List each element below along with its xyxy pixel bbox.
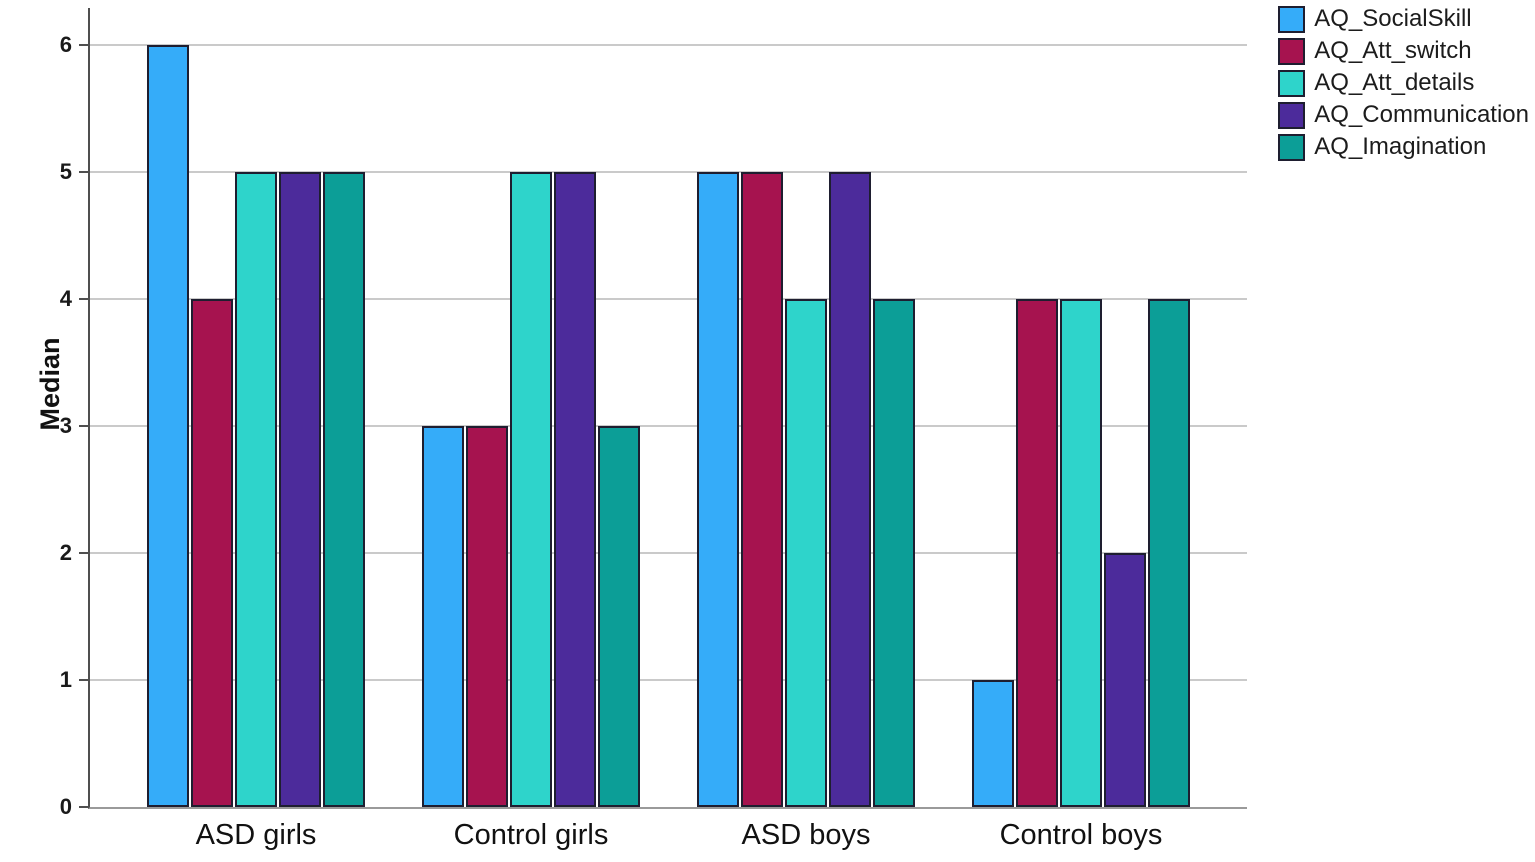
legend-item-AQ_Att_switch: AQ_Att_switch bbox=[1278, 37, 1529, 65]
bar-AQ_Att_details bbox=[1060, 299, 1102, 807]
y-tick-mark-2 bbox=[79, 552, 88, 554]
bar-AQ_Imagination bbox=[1148, 299, 1190, 807]
bar-AQ_Att_switch bbox=[1016, 299, 1058, 807]
legend-item-AQ_Imagination: AQ_Imagination bbox=[1278, 133, 1529, 161]
plot-area: ASD girls Control girls ASD boys Control bo… bbox=[88, 8, 1247, 851]
y-tick-label-6: 6 bbox=[59, 32, 72, 57]
y-tick-mark-1 bbox=[79, 679, 88, 681]
x-axis-label: ASD boys bbox=[741, 819, 871, 851]
legend-swatch-AQ_Att_switch bbox=[1278, 37, 1306, 65]
legend-item-AQ_Att_details: AQ_Att_details bbox=[1278, 69, 1529, 97]
y-tick-mark-3 bbox=[79, 425, 88, 427]
bar-AQ_Imagination bbox=[598, 426, 640, 807]
y-tick-label-4: 4 bbox=[59, 286, 72, 311]
gridline-y-1 bbox=[90, 679, 1247, 681]
y-tick-mark-0 bbox=[79, 806, 88, 808]
bar-AQ_Communication bbox=[554, 172, 596, 807]
legend-label: AQ_Att_details bbox=[1314, 69, 1475, 96]
legend: AQ_SocialSkill AQ_Att_switch AQ_Att_detail… bbox=[1278, 5, 1529, 161]
y-tick-label-1: 1 bbox=[59, 667, 72, 692]
y-tick-label-0: 0 bbox=[59, 794, 72, 819]
legend-swatch-AQ_Imagination bbox=[1278, 133, 1306, 161]
legend-label: AQ_SocialSkill bbox=[1314, 5, 1472, 32]
y-axis: 0 1 2 3 4 5 6 bbox=[0, 8, 88, 819]
bar-AQ_Att_details bbox=[785, 299, 827, 807]
bar-group-asd-boys: ASD boys bbox=[697, 8, 915, 851]
bar-AQ_SocialSkill bbox=[972, 680, 1014, 807]
bar-AQ_Att_details bbox=[510, 172, 552, 807]
y-tick-mark-5 bbox=[79, 171, 88, 173]
bar-group-control-boys: Control boys bbox=[972, 8, 1190, 851]
bar-groups-container: ASD girls Control girls ASD boys Control bo… bbox=[90, 8, 1247, 851]
bar-AQ_SocialSkill bbox=[697, 172, 739, 807]
legend-label: AQ_Imagination bbox=[1314, 133, 1487, 160]
y-tick-label-3: 3 bbox=[59, 413, 72, 438]
gridline-y-4 bbox=[90, 298, 1247, 300]
legend-swatch-AQ_Att_details bbox=[1278, 69, 1306, 97]
legend-swatch-AQ_Communication bbox=[1278, 101, 1306, 129]
y-tick-label-2: 2 bbox=[59, 540, 72, 565]
bar-AQ_SocialSkill bbox=[147, 45, 189, 807]
legend-label: AQ_Att_switch bbox=[1314, 37, 1472, 64]
bar-AQ_Communication bbox=[1104, 553, 1146, 807]
bar-AQ_Att_switch bbox=[466, 426, 508, 807]
gridline-y-5 bbox=[90, 171, 1247, 173]
bar-group-asd-girls: ASD girls bbox=[147, 8, 365, 851]
legend-swatch-AQ_SocialSkill bbox=[1278, 5, 1306, 33]
bar-AQ_Imagination bbox=[323, 172, 365, 807]
bar-AQ_Communication bbox=[279, 172, 321, 807]
legend-item-AQ_SocialSkill: AQ_SocialSkill bbox=[1278, 5, 1529, 33]
bar-AQ_Att_switch bbox=[191, 299, 233, 807]
x-axis-label: Control girls bbox=[453, 819, 609, 851]
gridline-y-6 bbox=[90, 44, 1247, 46]
gridline-y-3 bbox=[90, 425, 1247, 427]
y-tick-mark-6 bbox=[79, 44, 88, 46]
y-tick-mark-4 bbox=[79, 298, 88, 300]
bar-AQ_SocialSkill bbox=[422, 426, 464, 807]
bar-group-control-girls: Control girls bbox=[422, 8, 640, 851]
gridline-y-2 bbox=[90, 552, 1247, 554]
bar-AQ_Communication bbox=[829, 172, 871, 807]
bar-AQ_Imagination bbox=[873, 299, 915, 807]
legend-label: AQ_Communication bbox=[1314, 101, 1529, 128]
x-axis-label: ASD girls bbox=[195, 819, 317, 851]
y-tick-label-5: 5 bbox=[59, 159, 72, 184]
legend-item-AQ_Communication: AQ_Communication bbox=[1278, 101, 1529, 129]
x-axis-label: Control boys bbox=[999, 819, 1163, 851]
bar-AQ_Att_switch bbox=[741, 172, 783, 807]
bar-AQ_Att_details bbox=[235, 172, 277, 807]
